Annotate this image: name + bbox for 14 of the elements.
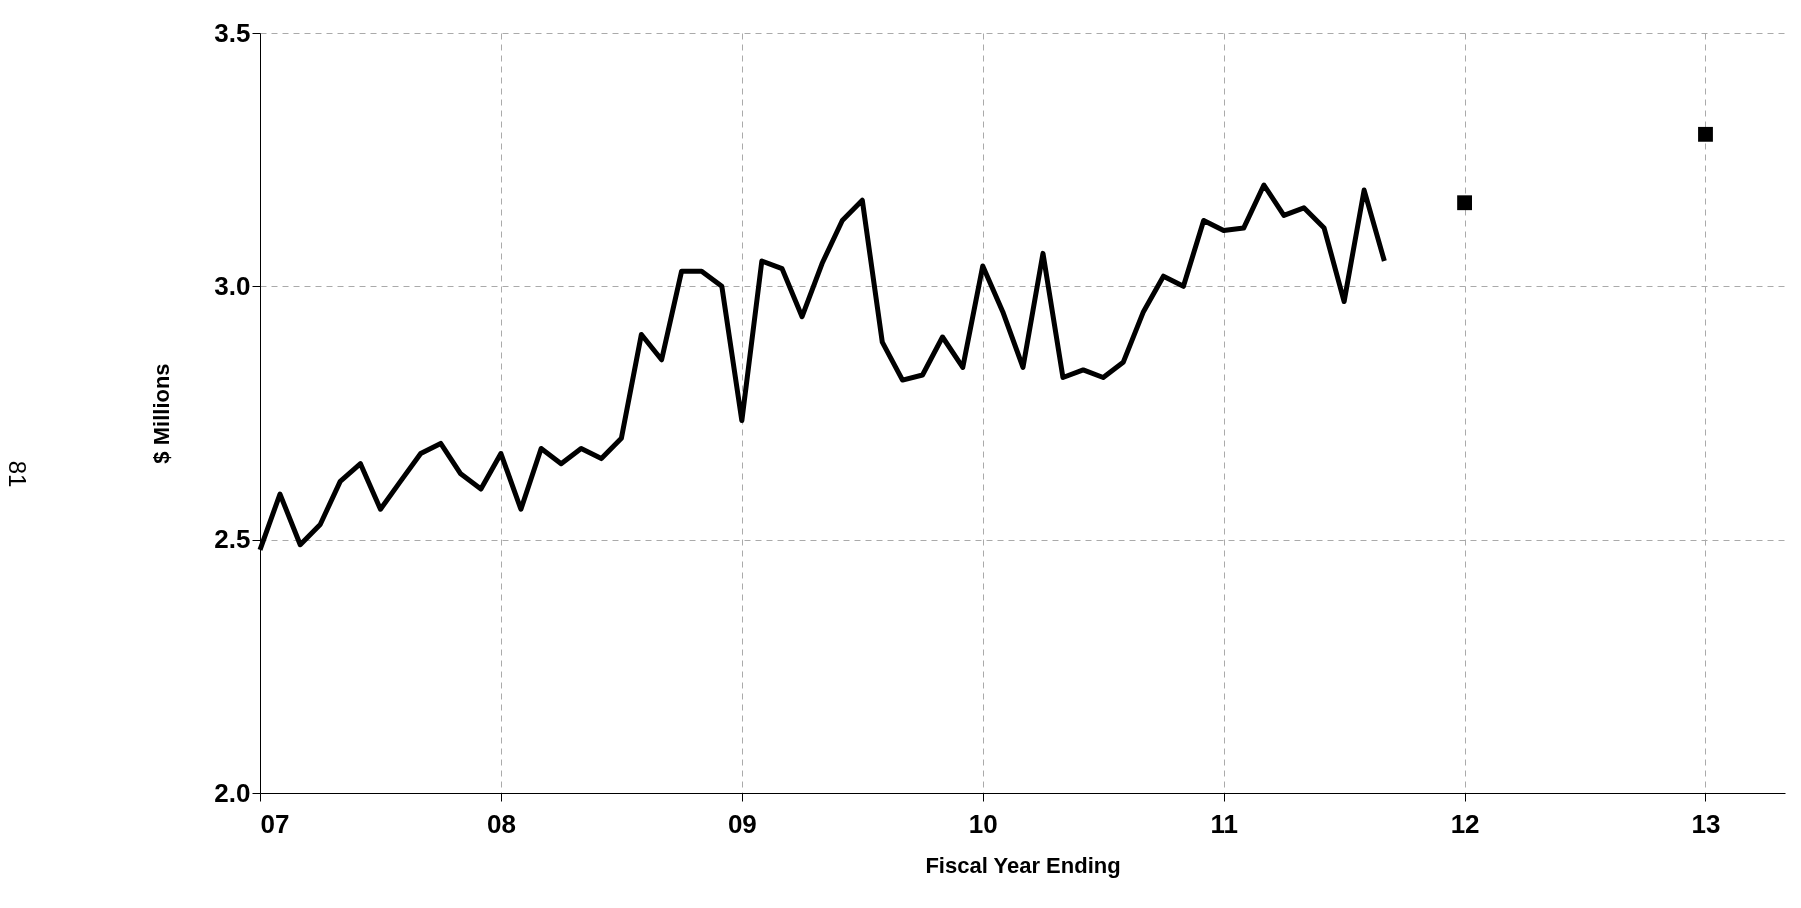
y-tick-label: 2.0 bbox=[214, 777, 251, 808]
x-tick-label: 09 bbox=[727, 808, 757, 839]
y-tick-label: 2.5 bbox=[214, 524, 251, 555]
x-tick-label: 13 bbox=[1691, 808, 1721, 839]
y-tick-label: 3.5 bbox=[214, 17, 251, 48]
y-tick-label: 3.0 bbox=[214, 270, 251, 301]
x-tick-label: 08 bbox=[486, 808, 516, 839]
x-tick-label: 10 bbox=[968, 808, 998, 839]
text: 81 bbox=[3, 460, 32, 488]
x-tick-label: 07 bbox=[260, 808, 290, 839]
x-tick-label: 12 bbox=[1450, 808, 1480, 839]
y-axis-title: $ Millions bbox=[149, 363, 175, 464]
x-tick-label: 11 bbox=[1210, 808, 1238, 839]
x-axis-title: Fiscal Year Ending bbox=[925, 852, 1121, 878]
